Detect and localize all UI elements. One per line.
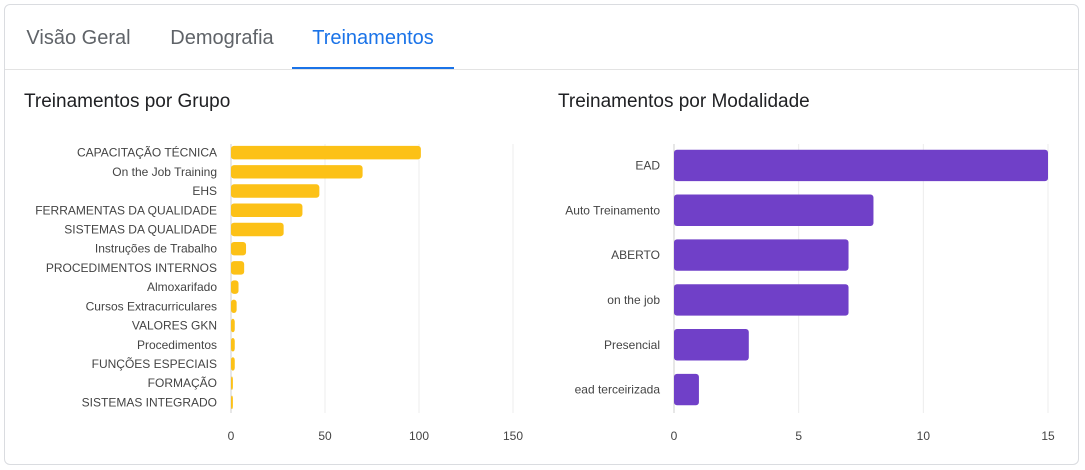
grupo-bar [231,376,233,390]
modalidade-bar [674,329,749,361]
chart-title-grupo: Treinamentos por Grupo [24,91,231,112]
modalidade-category-label: ABERTO [611,248,660,262]
modalidade-category-label: on the job [607,293,660,307]
grupo-bar [231,280,239,294]
grupo-category-label: On the Job Training [112,165,217,179]
grupo-category-label: Cursos Extracurriculares [86,299,217,313]
grupo-category-label: FUNÇÕES ESPECIAIS [92,356,217,371]
modalidade-bar [674,284,849,316]
modalidade-category-label: EAD [635,158,660,172]
modalidade-tick-label: 0 [671,429,678,443]
chart-title-modalidade: Treinamentos por Modalidade [558,91,810,112]
grupo-bar [231,299,237,314]
grupo-category-label: SISTEMAS INTEGRADO [82,395,217,409]
grupo-category-label: PROCEDIMENTOS INTERNOS [46,261,217,275]
grupo-bar [231,184,320,198]
grupo-bar [231,395,233,410]
grupo-bar [231,357,235,371]
grupo-category-label: VALORES GKN [132,319,217,333]
grupo-bar [231,338,235,352]
modalidade-bar [674,239,849,271]
active-tab-indicator [292,67,454,69]
modalidade-bar [674,194,874,226]
grupo-category-label: FORMAÇÃO [148,376,217,390]
modalidade-category-label: ead terceirizada [575,383,661,397]
grupo-tick-label: 0 [228,429,235,443]
modalidade-tick-label: 10 [917,429,931,443]
grupo-bar [231,261,245,275]
modalidade-bar [674,149,1048,182]
grupo-category-label: Procedimentos [137,338,217,352]
grupo-category-label: EHS [192,184,217,198]
grupo-bar [231,165,363,179]
dashboard-card: Visão Geral Demografia Treinamentos Trei… [4,4,1079,465]
grupo-category-label: CAPACITAÇÃO TÉCNICA [77,145,217,160]
grupo-bar [231,222,284,237]
grupo-tick-label: 100 [409,429,429,443]
grupo-bar [231,145,421,160]
tab-visao-geral[interactable]: Visão Geral [26,27,131,49]
grupo-category-label: Instruções de Trabalho [95,242,217,256]
tab-treinamentos[interactable]: Treinamentos [312,27,434,49]
grupo-bar [231,203,303,217]
tab-demografia[interactable]: Demografia [170,27,274,49]
tab-bar: Visão Geral Demografia Treinamentos [5,5,1078,70]
grupo-bar [231,241,247,256]
grupo-bar [231,318,235,333]
modalidade-bar [674,373,699,406]
grupo-tick-label: 150 [503,429,523,443]
modalidade-tick-label: 5 [795,429,802,443]
grupo-tick-label: 50 [318,429,332,443]
modalidade-category-label: Presencial [604,338,660,352]
grupo-category-label: Almoxarifado [147,280,217,294]
grupo-category-label: SISTEMAS DA QUALIDADE [64,222,217,236]
modalidade-tick-label: 15 [1041,429,1055,443]
modalidade-category-label: Auto Treinamento [565,203,660,217]
grupo-category-label: FERRAMENTAS DA QUALIDADE [35,203,217,217]
